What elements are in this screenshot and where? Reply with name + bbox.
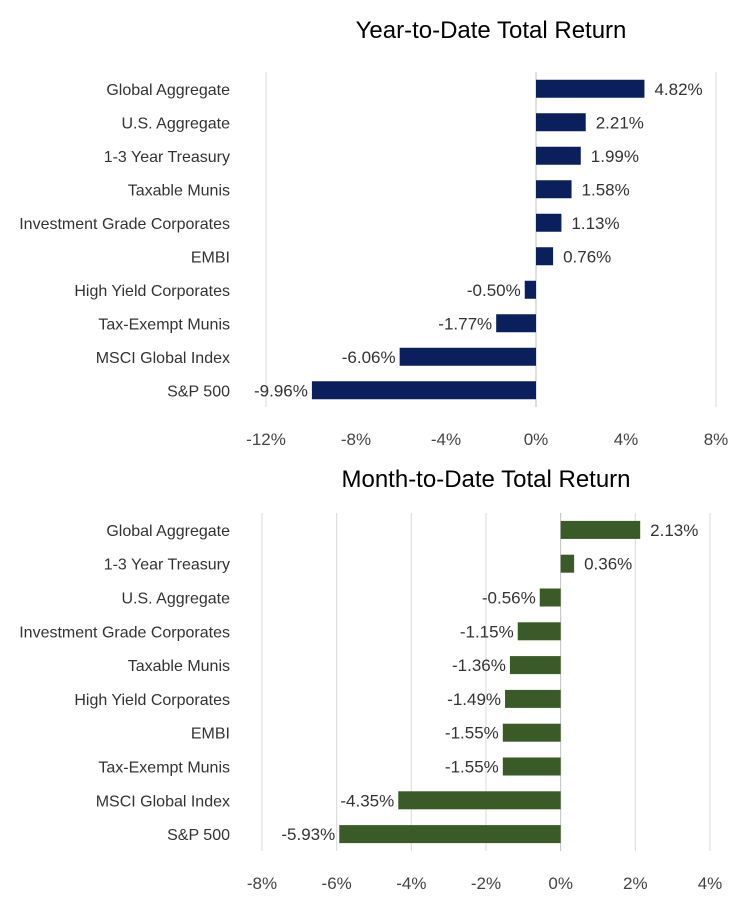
mtd-category-label: U.S. Aggregate: [121, 591, 230, 608]
ytd-category-label: Global Aggregate: [106, 82, 230, 99]
mtd-data-label: -1.49%: [447, 690, 501, 709]
ytd-x-tick-label: -4%: [431, 430, 461, 449]
mtd-x-tick-label: -8%: [247, 874, 277, 893]
ytd-bar: [536, 213, 562, 232]
mtd-bar: [505, 689, 561, 708]
mtd-category-label: S&P 500: [167, 827, 230, 844]
ytd-data-label: -1.77%: [438, 314, 492, 333]
ytd-x-tick-label: -8%: [341, 430, 371, 449]
ytd-category-label: Investment Grade Corporates: [19, 216, 230, 233]
mtd-bar: [398, 791, 561, 810]
mtd-bar: [560, 520, 641, 539]
ytd-category-label: Tax-Exempt Munis: [98, 316, 230, 333]
ytd-category-label: U.S. Aggregate: [121, 115, 230, 132]
mtd-x-tick-label: 0%: [548, 874, 573, 893]
mtd-x-tick-label: -2%: [471, 874, 501, 893]
ytd-data-label: 0.76%: [563, 247, 611, 266]
mtd-bar: [502, 723, 561, 742]
mtd-x-tick-label: 4%: [698, 874, 723, 893]
ytd-x-tick-label: 8%: [704, 430, 729, 449]
ytd-data-label: 4.82%: [654, 80, 702, 99]
mtd-x-tick-label: -6%: [322, 874, 352, 893]
mtd-data-label: -4.35%: [340, 791, 394, 810]
ytd-bar: [536, 79, 645, 98]
ytd-data-label: -0.50%: [467, 281, 521, 300]
ytd-category-label: High Yield Corporates: [74, 283, 230, 300]
ytd-bar: [496, 314, 536, 333]
mtd-return-chart: Month-to-Date Total Return -8% -6% -4% -2% 0…: [19, 466, 722, 893]
mtd-data-label: -0.56%: [482, 589, 536, 608]
mtd-category-label: Investment Grade Corporates: [19, 624, 230, 641]
mtd-data-label: -1.15%: [460, 622, 514, 641]
mtd-category-label: EMBI: [191, 726, 230, 743]
mtd-category-label: 1-3 Year Treasury: [104, 557, 230, 574]
mtd-x-tick-label: -4%: [396, 874, 426, 893]
ytd-category-label: Taxable Munis: [128, 182, 230, 199]
ytd-data-label: 1.13%: [571, 214, 619, 233]
ytd-data-label: 1.58%: [582, 180, 630, 199]
mtd-category-label: High Yield Corporates: [74, 692, 230, 709]
mtd-data-label: -5.93%: [281, 825, 335, 844]
mtd-category-label: Tax-Exempt Munis: [98, 760, 230, 777]
ytd-bar: [311, 381, 536, 400]
ytd-data-label: -6.06%: [342, 348, 396, 367]
mtd-category-label: Global Aggregate: [106, 523, 230, 540]
ytd-x-tick-label: 4%: [614, 430, 639, 449]
mtd-x-tick-label: 2%: [623, 874, 648, 893]
mtd-bar: [502, 757, 561, 776]
ytd-data-label: -9.96%: [254, 381, 308, 400]
ytd-category-label: MSCI Global Index: [96, 350, 230, 367]
mtd-data-label: -1.55%: [445, 758, 499, 777]
mtd-category-label: MSCI Global Index: [96, 793, 230, 810]
mtd-data-label: -1.55%: [445, 724, 499, 743]
mtd-data-label: 0.36%: [584, 555, 632, 574]
ytd-return-chart: Year-to-Date Total Return -12% -8% -4% 0% 4%…: [19, 17, 728, 449]
ytd-category-label: 1-3 Year Treasury: [104, 149, 230, 166]
ytd-bar: [536, 247, 554, 266]
ytd-x-tick-label: 0%: [524, 430, 549, 449]
ytd-bar: [536, 180, 572, 199]
ytd-category-label: EMBI: [191, 249, 230, 266]
ytd-bar: [524, 280, 536, 299]
ytd-data-label: 2.21%: [596, 113, 644, 132]
mtd-bar: [560, 554, 575, 573]
mtd-bar: [509, 656, 561, 675]
mtd-bar: [339, 825, 561, 844]
mtd-bar: [539, 588, 561, 607]
ytd-chart-title: Year-to-Date Total Return: [356, 17, 627, 44]
ytd-bar: [536, 113, 586, 132]
ytd-category-label: S&P 500: [167, 383, 230, 400]
mtd-bar: [517, 622, 561, 641]
ytd-bar: [536, 146, 581, 165]
mtd-data-label: 2.13%: [650, 521, 698, 540]
ytd-bar: [399, 347, 536, 366]
mtd-category-label: Taxable Munis: [128, 658, 230, 675]
mtd-data-label: -1.36%: [452, 656, 506, 675]
ytd-data-label: 1.99%: [591, 147, 639, 166]
ytd-x-tick-label: -12%: [246, 430, 286, 449]
mtd-chart-title: Month-to-Date Total Return: [341, 466, 630, 493]
